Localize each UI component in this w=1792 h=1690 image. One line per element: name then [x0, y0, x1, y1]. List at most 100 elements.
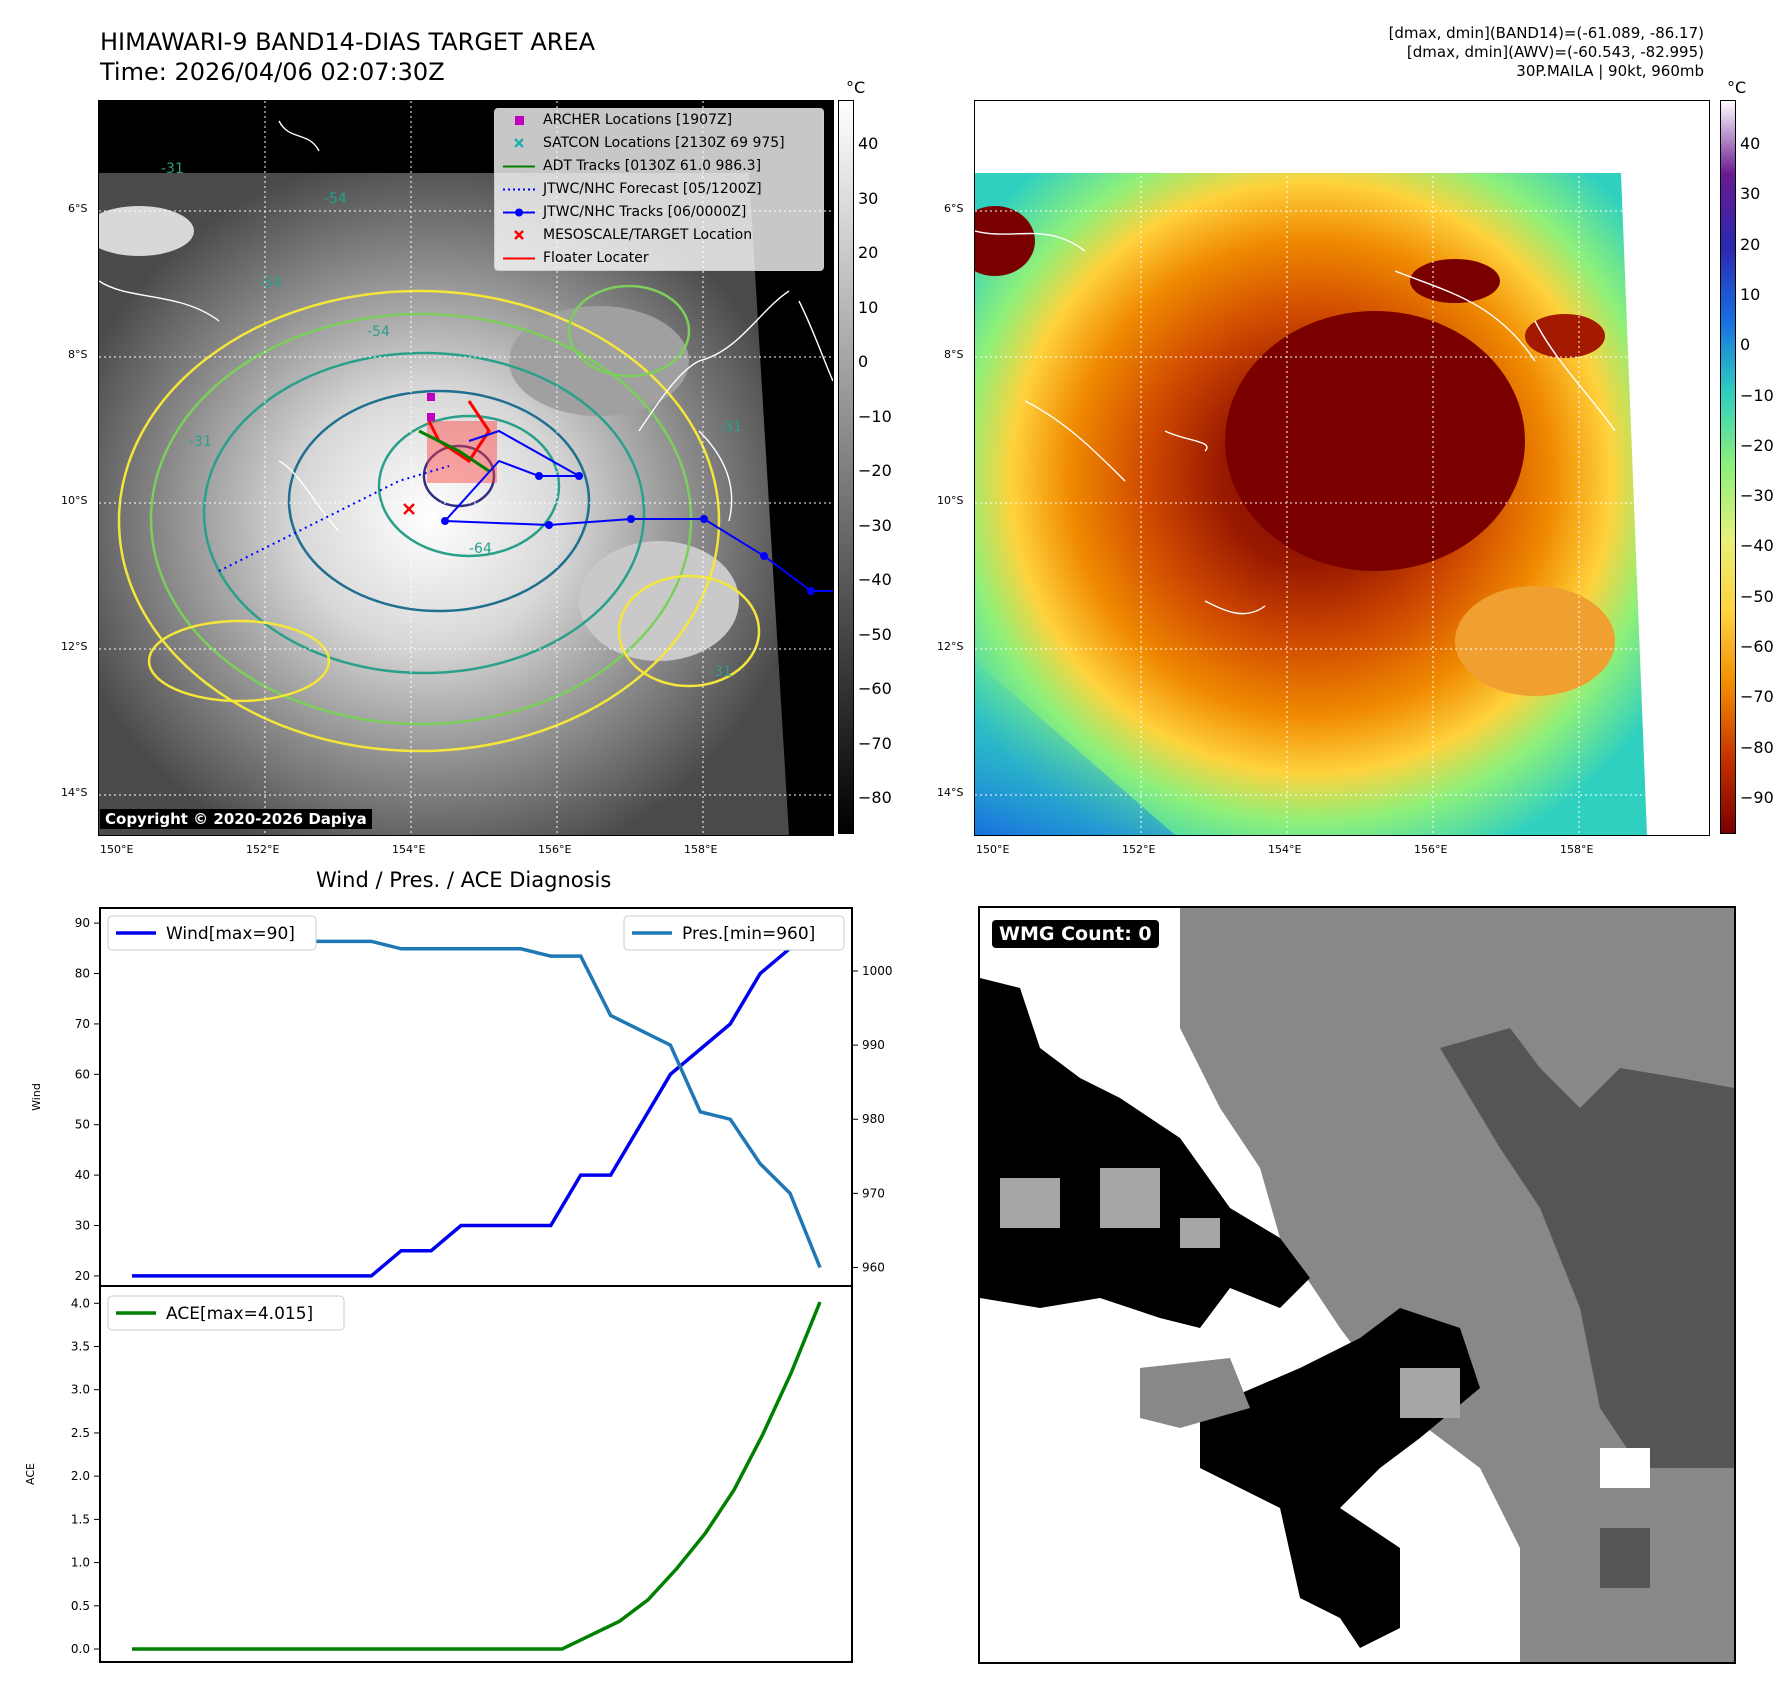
lat-label: 10°S — [61, 494, 88, 507]
wind-tick-label: 30 — [75, 1219, 90, 1233]
contour-label: -31 — [189, 434, 212, 450]
wind-legend-box — [107, 915, 317, 951]
x-icon — [514, 138, 524, 148]
ir-colorbar-tick: 0 — [858, 352, 869, 371]
square-icon — [515, 116, 524, 125]
wind-tick-label: 60 — [75, 1067, 90, 1081]
wind-pressure-frame — [99, 907, 853, 1287]
wind-tick-label: 90 — [75, 916, 90, 930]
lon-label: 156°E — [1414, 843, 1448, 856]
ir-colorbar-tick: 20 — [858, 243, 879, 262]
contour-label: -31 — [709, 664, 732, 680]
ir-colorbar-tick: −20 — [858, 461, 892, 480]
legend-label: MESOSCALE/TARGET Location — [543, 227, 753, 243]
copyright-label: Copyright © 2020-2026 Dapiya — [100, 809, 372, 829]
chart-title: Wind / Pres. / ACE Diagnosis — [316, 868, 612, 892]
legend-item-tracks: JTWC/NHC Tracks [06/0000Z] — [495, 201, 823, 224]
forecast-track — [218, 465, 450, 572]
pressure-tick-label: 1000 — [862, 964, 893, 978]
line-icon — [503, 257, 535, 260]
awv-colorbar-tick: −70 — [1740, 687, 1774, 707]
ace-tick-label: 1.0 — [71, 1556, 90, 1570]
ir-colorbar-tick: 30 — [858, 188, 879, 208]
track-point — [760, 552, 768, 560]
archer-marker — [427, 393, 435, 401]
awv-colorbar-tick: 20 — [1740, 234, 1761, 254]
ir-colorbar-tick: −70 — [858, 733, 892, 753]
pressure-legend-box — [623, 915, 845, 951]
ir-colorbar — [838, 100, 854, 834]
awv-colorbar-tick: −10 — [1740, 385, 1774, 405]
ir-colorbar-tick: 10 — [858, 297, 879, 317]
track-point — [807, 587, 815, 595]
wind-legend-label: Wind[max=90] — [166, 924, 295, 944]
legend-item-target: MESOSCALE/TARGET Location — [495, 224, 823, 247]
lat-label: 10°S — [937, 494, 964, 507]
track-line-core — [444, 429, 583, 522]
legend-label: SATCON Locations [2130Z 69 975] — [543, 135, 785, 151]
diagnosis-chart: 20 30 40 50 60 70 80 90 960 970 980 990 1000 Wind Pres… — [24, 907, 893, 1663]
lat-label: 6°S — [944, 202, 964, 215]
ace-frame — [99, 1285, 853, 1663]
x-icon — [514, 230, 524, 240]
lon-label: 158°E — [1560, 843, 1594, 856]
track-point — [700, 515, 708, 523]
contour-label: -54 — [324, 191, 347, 207]
legend-label: JTWC/NHC Tracks [06/0000Z] — [543, 204, 747, 220]
awv-colorbar-tick: 40 — [1740, 134, 1761, 153]
wind-axis-label: Wind — [30, 1083, 43, 1111]
ir-colorbar-tick: −10 — [858, 406, 892, 426]
archer-marker — [427, 413, 435, 421]
info-storm: 30P.MAILA | 90kt, 960mb — [1516, 62, 1704, 80]
line-dot-icon — [503, 208, 535, 217]
ir-colorbar-tick: −60 — [858, 679, 892, 698]
awv-colorbar-unit: °C — [1727, 78, 1747, 97]
lon-label: 156°E — [538, 843, 572, 856]
legend-label: JTWC/NHC Forecast [05/1200Z] — [543, 181, 762, 197]
pressure-tick-label: 980 — [862, 1112, 885, 1126]
ace-tick-label: 0.0 — [71, 1642, 90, 1656]
lon-label: 154°E — [392, 843, 426, 856]
wind-tick-label: 40 — [75, 1168, 90, 1182]
lat-label: 14°S — [61, 786, 88, 799]
ir-colorbar-unit: °C — [846, 78, 866, 97]
track-point — [441, 517, 449, 525]
contour-label: -31 — [161, 161, 184, 177]
lat-label: 6°S — [68, 202, 88, 215]
ace-tick-label: 2.5 — [71, 1426, 90, 1440]
ace-tick-label: 1.5 — [71, 1512, 90, 1526]
pressure-tick-label: 960 — [862, 1260, 885, 1274]
ir-map-panel: -54 -54 -54 -31 -31 -31 -64 -31 — [98, 100, 834, 836]
legend-item-archer: ARCHER Locations [1907Z] — [495, 109, 823, 132]
ir-colorbar-ticks: 40 30 20 10 0 −10 −20 −30 −40 −50 −60 −70 −80 — [858, 100, 918, 834]
wind-tick-label: 50 — [75, 1118, 90, 1132]
info-awv: [dmax, dmin](AWV)=(-60.543, -82.995) — [1406, 43, 1704, 61]
lat-label: 12°S — [937, 640, 964, 653]
awv-colorbar-ticks: 40 30 20 10 0 −10 −20 −30 −40 −50 −60 −70 −80 −90 — [1740, 100, 1790, 834]
lon-label: 154°E — [1268, 843, 1302, 856]
lon-label: 150°E — [100, 843, 134, 856]
dotted-line-icon — [503, 188, 535, 191]
awv-colorbar-tick: −20 — [1740, 435, 1774, 455]
awv-colorbar-tick: −80 — [1740, 737, 1774, 757]
pressure-tick-label: 990 — [862, 1038, 885, 1052]
figure-time: Time: 2026/04/06 02:07:30Z — [100, 58, 445, 86]
ace-legend-label: ACE[max=4.015] — [166, 1304, 313, 1324]
awv-map — [975, 101, 1709, 835]
wmg-panel — [978, 906, 1736, 1664]
ir-legend: ARCHER Locations [1907Z] SATCON Location… — [494, 108, 824, 271]
legend-item-satcon: SATCON Locations [2130Z 69 975] — [495, 132, 823, 155]
legend-item-floater: Floater Locater — [495, 247, 823, 270]
lat-label: 8°S — [68, 348, 88, 361]
ir-colorbar-tick: −30 — [858, 515, 892, 535]
ace-axis-label: ACE — [24, 1463, 37, 1485]
wind-tick-label: 70 — [75, 1017, 90, 1031]
legend-label: ARCHER Locations [1907Z] — [543, 112, 733, 128]
contour-label: -54 — [259, 275, 282, 291]
pressure-legend-label: Pres.[min=960] — [682, 924, 815, 944]
ace-tick-label: 3.5 — [71, 1340, 90, 1354]
ace-tick-label: 2.0 — [71, 1469, 90, 1483]
wmg-map — [980, 908, 1734, 1662]
contour-label: -54 — [367, 324, 390, 340]
pressure-tick-label: 970 — [862, 1186, 885, 1200]
